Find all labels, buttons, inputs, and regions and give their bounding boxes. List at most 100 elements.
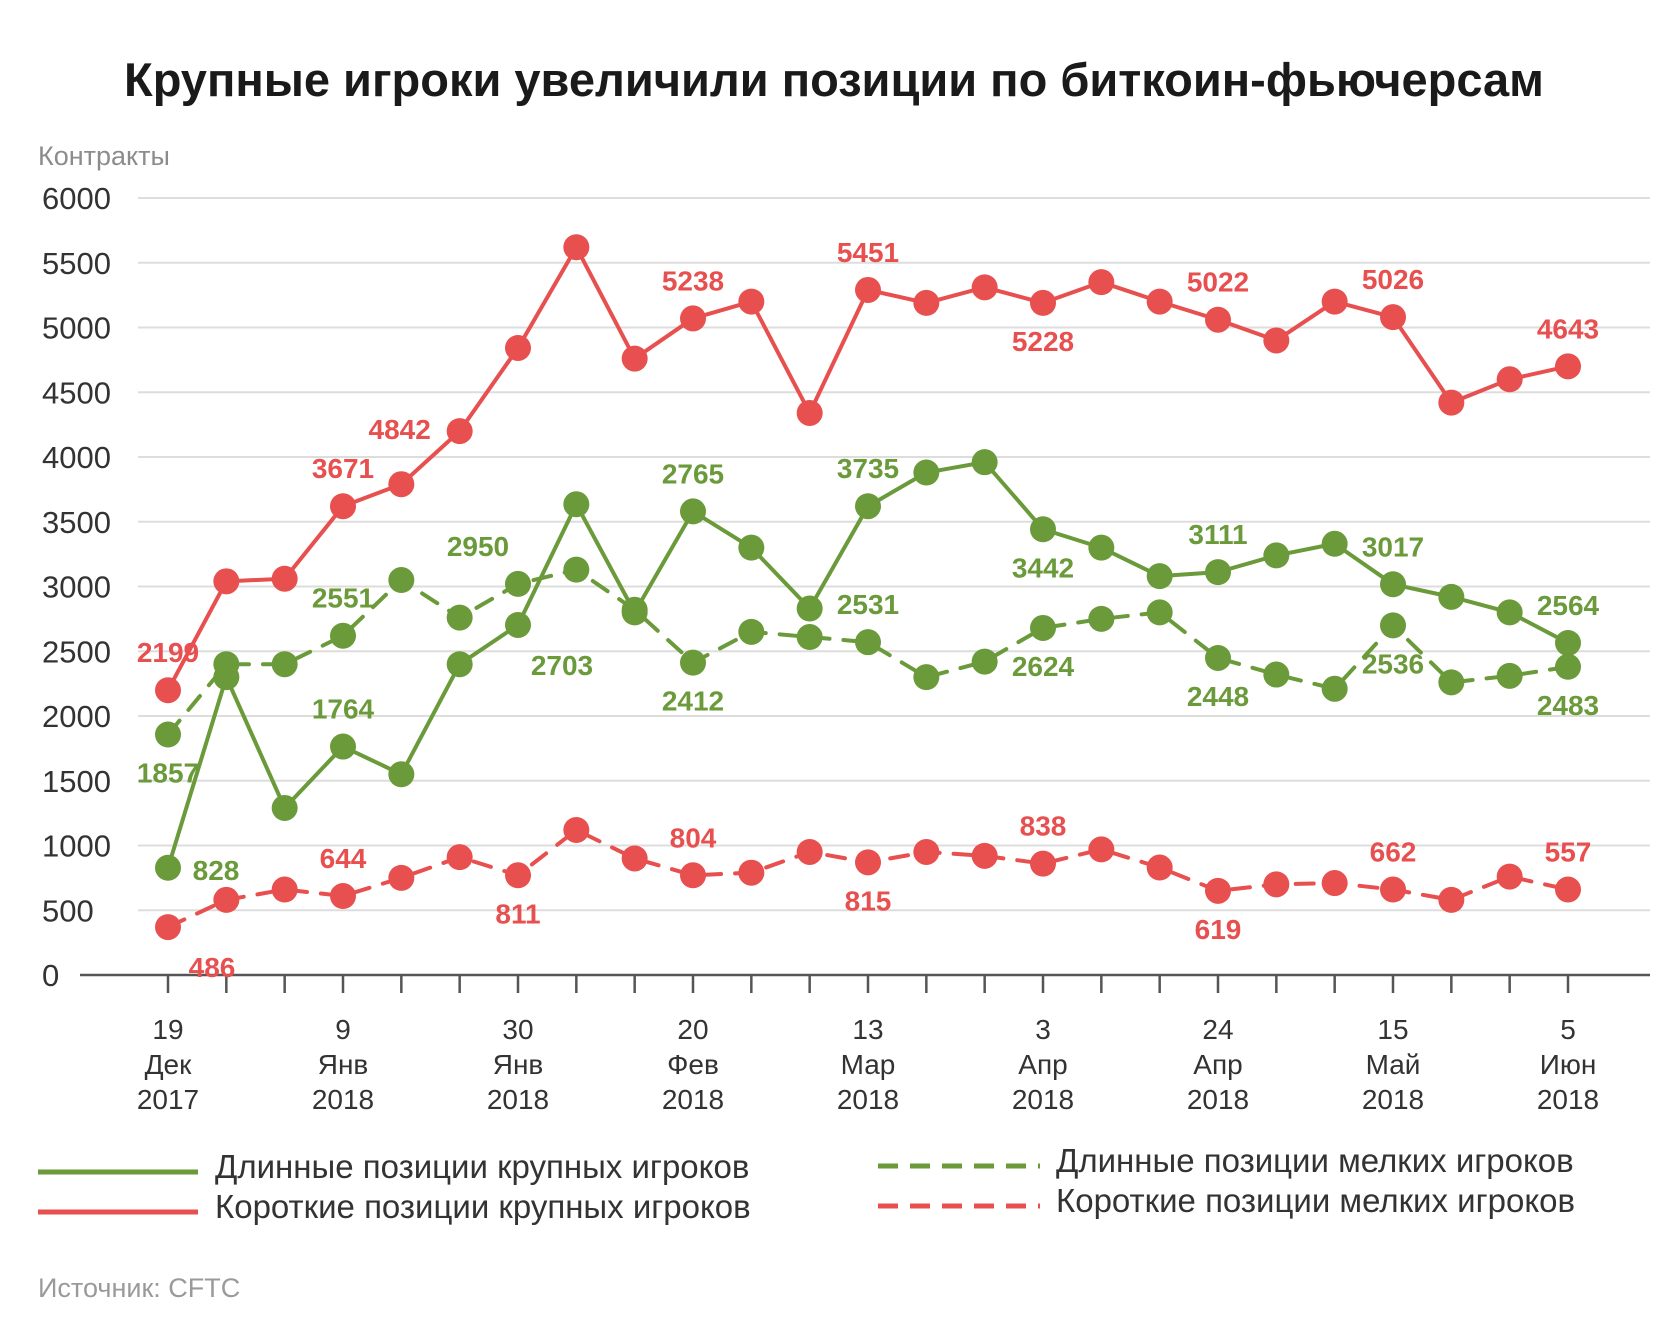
data-point-3 [1205, 877, 1231, 904]
data-label-1: 2199 [137, 637, 199, 668]
data-point-3 [505, 862, 531, 889]
x-tick-label-year: 2018 [837, 1084, 899, 1115]
data-point-2 [680, 649, 706, 676]
data-point-1 [796, 399, 823, 426]
data-point-2 [155, 721, 181, 748]
data-point-3 [271, 876, 298, 903]
data-point-2 [1263, 661, 1290, 688]
data-label-0: 3111 [1188, 519, 1247, 550]
data-label-0: 3442 [1012, 552, 1074, 583]
data-point-3 [1263, 871, 1290, 898]
data-point-2 [1030, 614, 1056, 641]
y-tick-label: 5500 [42, 246, 111, 281]
data-point-0 [1205, 559, 1231, 586]
data-point-3 [446, 844, 473, 871]
data-point-3 [1438, 886, 1465, 913]
data-point-3 [388, 864, 415, 891]
data-label-2: 2551 [312, 583, 374, 614]
data-point-0 [1321, 530, 1348, 557]
data-point-2 [1146, 599, 1173, 626]
data-label-3: 644 [320, 843, 367, 874]
data-label-2: 2483 [1537, 690, 1599, 721]
data-label-0: 3735 [837, 453, 899, 484]
data-point-0 [796, 595, 823, 622]
data-point-2 [271, 651, 298, 678]
data-point-0 [1438, 583, 1465, 610]
x-tick-label-month: Янв [318, 1049, 369, 1080]
data-point-3 [621, 845, 648, 872]
x-tick-label-day: 5 [1560, 1014, 1576, 1045]
data-label-2: 2412 [662, 686, 724, 717]
y-tick-label: 5000 [42, 311, 111, 346]
x-tick-label-day: 13 [852, 1014, 883, 1045]
x-tick-label-month: Дек [145, 1049, 193, 1080]
data-point-1 [1263, 327, 1290, 354]
data-label-1: 5238 [662, 265, 724, 296]
x-tick-label-year: 2018 [312, 1084, 374, 1115]
x-tick-label-year: 2018 [1362, 1084, 1424, 1115]
x-tick-label-month: Янв [493, 1049, 544, 1080]
x-tick-label-day: 20 [677, 1014, 708, 1045]
data-point-3 [213, 886, 240, 913]
x-tick-label-year: 2018 [1012, 1084, 1074, 1115]
data-point-1 [1146, 288, 1173, 315]
data-point-2 [971, 648, 998, 675]
data-point-1 [505, 334, 531, 361]
data-point-1 [971, 274, 998, 301]
data-point-0 [1146, 563, 1173, 590]
data-label-3: 662 [1370, 837, 1417, 868]
data-point-3 [738, 859, 765, 886]
x-tick-label-year: 2018 [1187, 1084, 1249, 1115]
x-tick-label-year: 2018 [662, 1084, 724, 1115]
data-point-3 [1030, 850, 1056, 877]
data-point-3 [1321, 870, 1348, 897]
data-label-1: 5026 [1362, 264, 1424, 295]
data-label-0: 1764 [312, 694, 375, 725]
data-point-2 [388, 567, 415, 594]
data-label-1: 5451 [837, 237, 899, 268]
data-label-1: 3671 [312, 453, 374, 484]
data-point-1 [1438, 389, 1465, 416]
data-label-1: 4842 [369, 414, 431, 445]
data-point-0 [1380, 571, 1406, 598]
data-point-2 [1380, 612, 1406, 639]
data-point-0 [1088, 534, 1115, 561]
y-tick-label: 3000 [42, 570, 111, 605]
data-point-1 [1380, 304, 1406, 331]
data-label-1: 4643 [1537, 313, 1599, 344]
data-point-2 [1321, 675, 1348, 702]
data-label-0: 2765 [662, 458, 724, 489]
data-point-2 [505, 570, 531, 597]
data-point-0 [1030, 516, 1056, 543]
data-label-2: 2531 [837, 589, 899, 620]
data-label-2: 2624 [1012, 651, 1075, 682]
data-point-1 [855, 276, 881, 303]
data-label-2: 2950 [447, 531, 509, 562]
data-point-0 [913, 459, 940, 486]
data-point-3 [1555, 876, 1581, 903]
data-point-1 [330, 493, 356, 520]
data-point-2 [1205, 644, 1231, 671]
data-point-3 [1496, 863, 1523, 890]
data-point-1 [1088, 269, 1115, 296]
data-label-1: 5228 [1012, 326, 1074, 357]
x-tick-label-month: Фев [667, 1049, 719, 1080]
data-label-0: 2703 [531, 650, 593, 681]
series-line-0 [166, 460, 1570, 870]
data-point-2 [563, 556, 590, 583]
data-label-3: 815 [845, 885, 892, 916]
data-point-0 [446, 651, 473, 678]
data-point-3 [1380, 876, 1406, 903]
data-point-2 [1438, 669, 1465, 696]
data-point-0 [505, 611, 531, 638]
y-tick-label: 2500 [42, 634, 111, 669]
x-tick-label-day: 3 [1035, 1014, 1051, 1045]
data-label-1: 5022 [1187, 267, 1249, 298]
data-label-3: 619 [1195, 914, 1242, 945]
data-label-3: 804 [670, 822, 717, 853]
y-tick-label: 1000 [42, 829, 111, 864]
x-tick-label-month: Май [1366, 1049, 1421, 1080]
data-label-0: 2564 [1537, 590, 1600, 621]
data-point-1 [1555, 353, 1581, 380]
data-point-1 [213, 568, 240, 595]
